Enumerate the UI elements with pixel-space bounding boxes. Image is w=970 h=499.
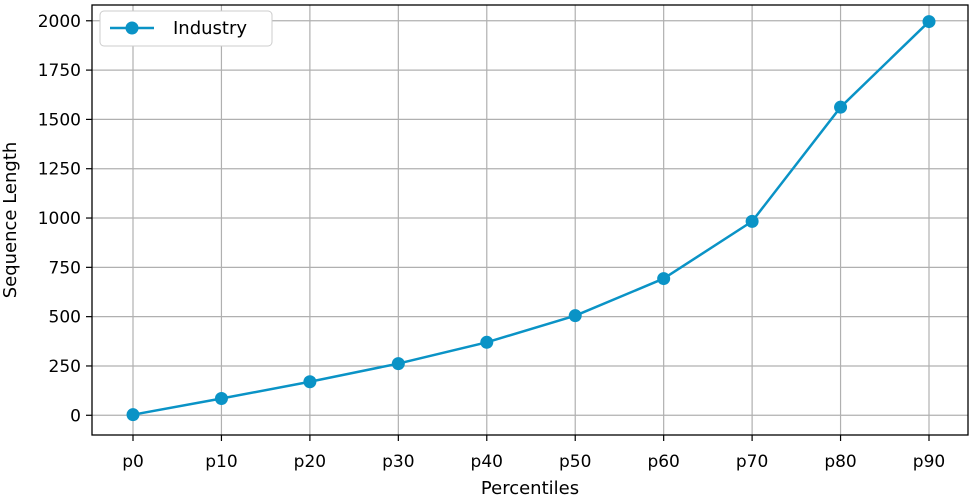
- data-point: [922, 15, 936, 29]
- legend-label: Industry: [173, 18, 247, 39]
- x-tick-label: p40: [471, 452, 503, 472]
- y-tick-label: 1750: [38, 61, 81, 81]
- data-point: [214, 392, 228, 406]
- data-point: [126, 408, 140, 422]
- y-tick-label: 750: [49, 258, 81, 278]
- x-tick-label: p90: [913, 452, 945, 472]
- x-tick-label: p10: [205, 452, 237, 472]
- x-axis-ticks: p0 p10 p20 p30 p40 p50 p60 p70 p80 p90: [122, 435, 945, 472]
- series-layer: [126, 15, 936, 422]
- grid-lines: [92, 5, 968, 435]
- y-tick-label: 1500: [38, 110, 81, 130]
- data-point: [834, 100, 848, 114]
- data-point: [568, 309, 582, 323]
- x-tick-label: p50: [559, 452, 591, 472]
- data-point: [391, 357, 405, 371]
- legend-marker-swatch: [125, 21, 139, 35]
- y-axis-ticks: 0 250 500 750 1000 1250 1500 1750 2000: [38, 12, 92, 426]
- series-line: [132, 20, 930, 416]
- y-tick-label: 0: [70, 406, 81, 426]
- y-tick-label: 500: [49, 308, 81, 328]
- legend-box: [99, 10, 273, 47]
- y-tick-label: 250: [49, 357, 81, 377]
- y-tick-label: 1250: [38, 160, 81, 180]
- y-tick-label: 2000: [38, 12, 81, 32]
- legend: Industry: [99, 10, 273, 47]
- x-axis-title: Percentiles: [481, 478, 579, 499]
- data-point: [745, 214, 759, 228]
- plot-frame: [91, 4, 969, 436]
- x-tick-label: p70: [736, 452, 768, 472]
- x-tick-label: p20: [294, 452, 326, 472]
- y-axis-title: Sequence Length: [0, 142, 21, 299]
- y-tick-label: 1000: [38, 209, 81, 229]
- x-tick-label: p30: [382, 452, 414, 472]
- x-tick-label: p80: [824, 452, 856, 472]
- data-point: [657, 272, 671, 286]
- data-point: [480, 335, 494, 349]
- data-point: [303, 375, 317, 389]
- x-tick-label: p0: [122, 452, 144, 472]
- x-tick-label: p60: [647, 452, 679, 472]
